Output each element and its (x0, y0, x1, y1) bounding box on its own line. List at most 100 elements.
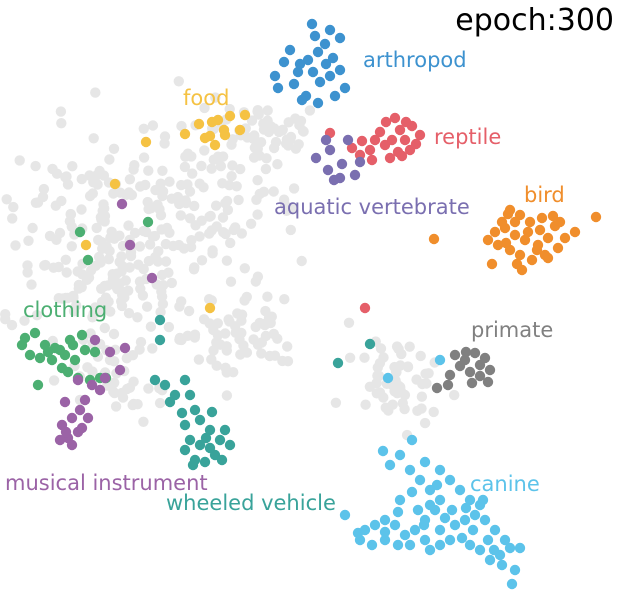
data-point (412, 504, 424, 516)
data-point (239, 109, 251, 121)
background-point (156, 286, 167, 297)
background-point (91, 222, 102, 234)
data-point (307, 66, 319, 78)
background-point (421, 378, 432, 389)
data-point (414, 474, 426, 486)
data-point (104, 346, 116, 358)
background-point (132, 312, 143, 323)
data-point (534, 224, 546, 236)
data-point (484, 364, 496, 376)
background-point (22, 267, 33, 278)
background-point (184, 213, 196, 224)
background-point (449, 389, 460, 401)
data-point (386, 134, 398, 146)
data-point (184, 389, 196, 401)
data-point (79, 344, 91, 356)
data-point (477, 494, 489, 506)
data-point (419, 534, 431, 546)
background-point (231, 327, 243, 338)
background-point (183, 305, 195, 317)
background-point (330, 397, 342, 408)
data-point (496, 559, 508, 571)
background-point (252, 105, 263, 116)
data-point (179, 374, 191, 386)
background-point (123, 308, 135, 319)
data-point (109, 178, 121, 190)
background-point (212, 318, 223, 329)
data-point (176, 407, 188, 419)
background-point (143, 255, 155, 267)
data-point (99, 372, 111, 384)
data-point (199, 132, 211, 144)
background-point (273, 126, 285, 138)
background-point (179, 161, 191, 173)
data-point (306, 18, 318, 30)
background-point (82, 362, 93, 373)
data-point (339, 509, 351, 521)
data-point (89, 334, 101, 346)
data-point (324, 70, 336, 82)
background-point (145, 321, 157, 332)
data-point (60, 426, 72, 438)
background-point (402, 361, 414, 372)
background-point (272, 333, 283, 344)
background-point (160, 256, 172, 267)
background-point (298, 126, 309, 137)
data-point (67, 339, 79, 351)
background-point (245, 218, 257, 229)
background-point (221, 367, 232, 378)
background-point (404, 341, 415, 352)
background-point (208, 154, 219, 165)
background-point (51, 168, 63, 179)
data-point (334, 32, 346, 44)
background-point (236, 309, 248, 320)
data-point (554, 216, 566, 228)
background-point (252, 175, 263, 186)
data-point (94, 384, 106, 396)
background-point (204, 228, 215, 239)
data-point (380, 116, 392, 128)
background-point (374, 387, 386, 398)
data-point (272, 82, 284, 94)
background-point (241, 347, 253, 358)
data-point (464, 366, 476, 378)
data-point (269, 70, 281, 82)
background-point (228, 224, 239, 236)
background-point (1, 194, 12, 205)
data-point (389, 519, 401, 531)
data-point (339, 82, 351, 94)
background-point (380, 402, 391, 413)
background-point (189, 332, 200, 343)
data-point (486, 258, 498, 270)
data-point (124, 239, 136, 251)
background-point (121, 353, 132, 364)
background-point (134, 276, 146, 287)
data-point (369, 134, 381, 146)
background-point (112, 284, 123, 295)
background-point (64, 216, 76, 227)
background-point (217, 178, 228, 189)
data-point (509, 564, 521, 576)
data-point (189, 404, 201, 416)
data-point (80, 239, 92, 251)
data-point (82, 412, 94, 424)
background-point (360, 399, 371, 410)
background-point (251, 194, 262, 205)
background-point (155, 306, 166, 318)
data-point (404, 464, 416, 476)
background-point (252, 271, 264, 282)
background-point (196, 255, 208, 266)
background-point (27, 222, 38, 234)
background-point (279, 294, 290, 305)
data-point (400, 116, 412, 128)
data-point (542, 252, 554, 264)
background-point (134, 241, 146, 252)
background-point (285, 224, 296, 236)
background-point (198, 182, 209, 193)
data-point (320, 134, 332, 146)
background-point (120, 275, 131, 286)
background-point (76, 204, 87, 215)
background-point (194, 231, 205, 242)
background-point (48, 375, 60, 386)
background-point (153, 246, 164, 257)
